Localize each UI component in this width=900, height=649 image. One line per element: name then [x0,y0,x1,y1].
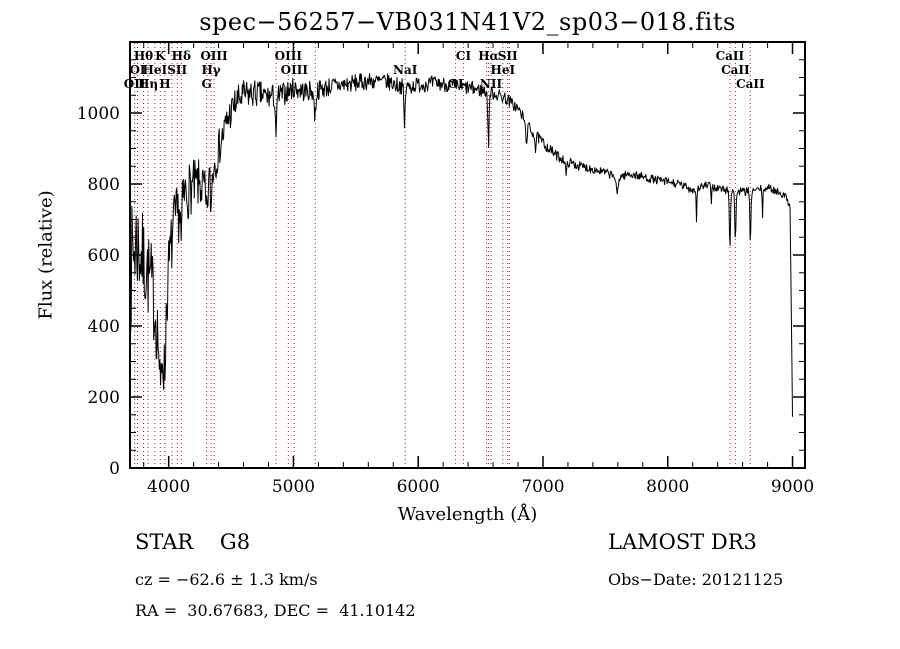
svg-text:H: H [159,77,170,91]
y-axis-label: Flux (relative) [35,190,57,320]
x-axis-label: Wavelength (Å) [397,504,538,525]
svg-text:OIII: OIII [275,49,303,63]
plot-frame-and-axes [129,41,806,469]
svg-text:600: 600 [88,246,120,266]
svg-text:400: 400 [88,317,120,337]
svg-text:OI: OI [129,63,145,77]
spectral-line-markers [134,43,751,467]
spectrum-trace [130,73,793,417]
svg-text:Hγ: Hγ [201,63,220,77]
svg-text:9000: 9000 [771,477,814,497]
svg-text:Hθ: Hθ [134,49,153,63]
ra-dec-text: RA = 30.67683, DEC = 41.10142 [135,601,416,620]
tick-labels: 4000 5000 6000 7000 8000 9000 0 200 400 600 800 100… [77,104,814,497]
svg-text:CaII: CaII [716,49,745,63]
svg-text:NaI: NaI [393,63,418,77]
plot-title: spec−56257−VB031N41V2_sp03−018.fits [199,8,736,36]
svg-text:CaII: CaII [721,63,750,77]
object-class-label: STAR G8 [135,530,251,554]
svg-text:CaII: CaII [736,77,765,91]
svg-text:0: 0 [109,459,120,479]
cz-velocity-text: cz = −62.6 ± 1.3 km/s [135,570,318,589]
svg-text:OIII: OIII [281,63,309,77]
svg-text:5000: 5000 [272,477,315,497]
svg-text:OII: OII [124,77,146,91]
svg-text:Hα: Hα [478,49,499,63]
obs-date-text: Obs−Date: 20121125 [608,570,784,589]
svg-text:200: 200 [88,388,120,408]
svg-text:SII: SII [167,63,187,77]
svg-text:6000: 6000 [397,477,440,497]
svg-text:Hδ: Hδ [172,49,191,63]
svg-text:OIII: OIII [200,49,228,63]
svg-text:HeI: HeI [143,63,168,77]
svg-text:OI: OI [448,77,464,91]
svg-text:NII: NII [480,77,503,91]
svg-text:Hη: Hη [138,77,158,91]
svg-text:G: G [201,77,211,91]
svg-text:4000: 4000 [147,477,190,497]
svg-text:HeI: HeI [491,63,516,77]
svg-text:1000: 1000 [77,104,120,124]
svg-text:8000: 8000 [646,477,689,497]
svg-text:7000: 7000 [521,477,564,497]
svg-text:CI: CI [456,49,472,63]
svg-text:SII: SII [498,49,518,63]
svg-text:K: K [155,49,166,63]
survey-label: LAMOST DR3 [608,530,757,554]
svg-text:800: 800 [88,175,120,195]
